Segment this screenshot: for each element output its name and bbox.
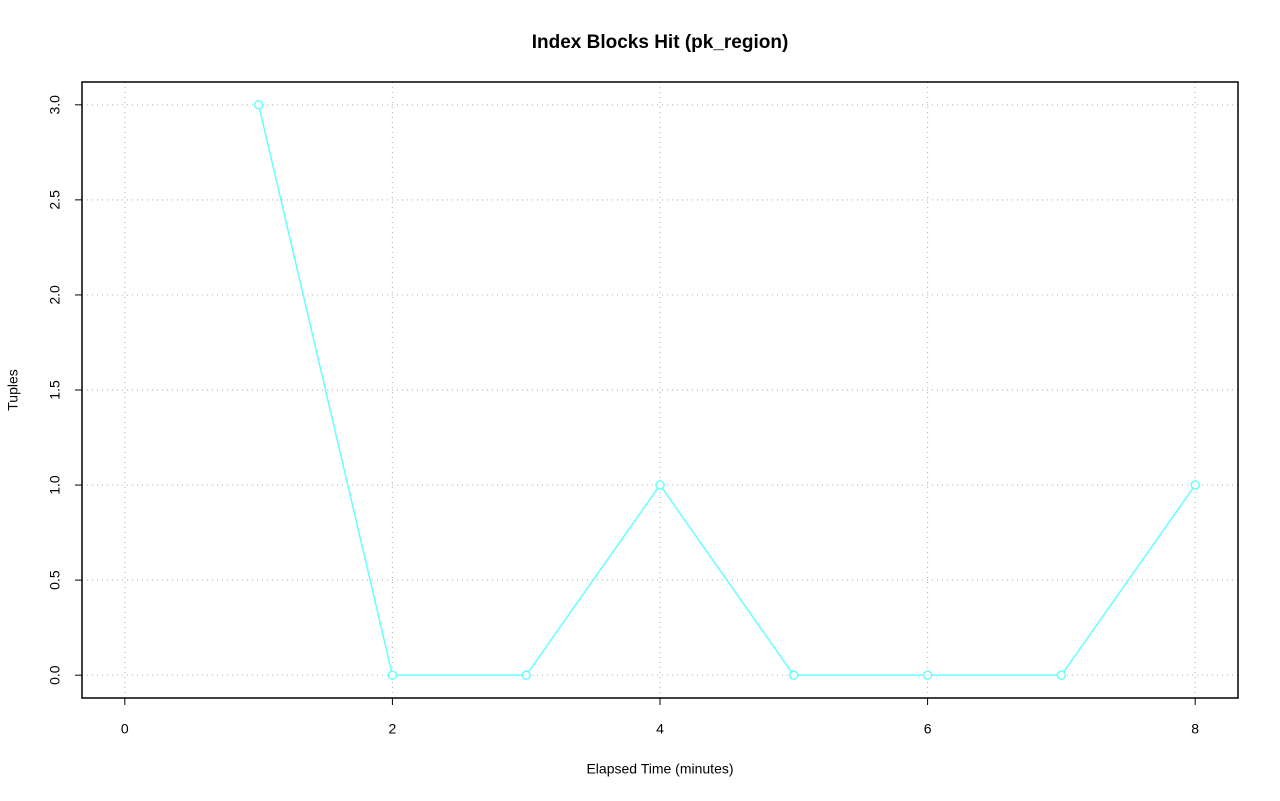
y-axis-label: Tuples xyxy=(5,369,21,411)
plot-frame xyxy=(81,81,1239,699)
series-line xyxy=(257,104,1196,676)
point xyxy=(1190,480,1200,490)
point xyxy=(1056,670,1067,680)
x-tick-label: 6 xyxy=(924,721,932,737)
x-tick-label: 4 xyxy=(656,721,664,737)
x-axis-label: Elapsed Time (minutes) xyxy=(586,761,733,777)
chart-title: Index Blocks Hit (pk_region) xyxy=(532,32,789,53)
x-tick-label: 8 xyxy=(1191,721,1199,737)
point xyxy=(655,480,665,490)
y-tick-label: 2.0 xyxy=(47,285,63,305)
x-tick-label: 2 xyxy=(389,721,397,737)
point xyxy=(922,670,933,680)
y-tick-label: 0.0 xyxy=(47,665,63,685)
y-tick-label: 3.0 xyxy=(47,95,63,115)
point xyxy=(253,100,264,110)
x-tick-label: 0 xyxy=(121,721,129,737)
y-tick-label: 2.5 xyxy=(47,190,63,210)
point xyxy=(521,670,531,680)
y-tick-label: 1.0 xyxy=(47,475,63,495)
y-tick-label: 1.5 xyxy=(47,380,63,400)
point xyxy=(387,670,398,680)
y-tick-label: 0.5 xyxy=(47,570,63,590)
point xyxy=(789,670,799,680)
